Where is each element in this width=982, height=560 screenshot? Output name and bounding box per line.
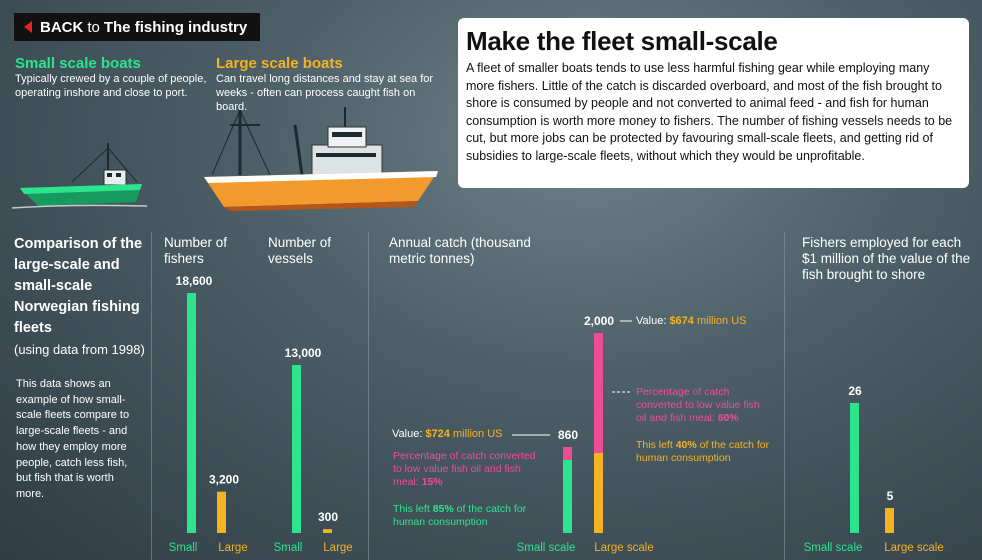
bar-0-large: [217, 491, 226, 533]
back-button[interactable]: BACK to The fishing industry: [14, 13, 260, 41]
info-body: A fleet of smaller boats tends to use le…: [466, 61, 953, 163]
axis-large-0: Large: [218, 542, 247, 554]
value-label-2-0: 26: [848, 384, 862, 398]
divider-1: [151, 232, 152, 560]
header-vessels: Number of vessels: [268, 235, 332, 266]
bar-1-large: [323, 529, 332, 533]
large-yellow-note: This left 40% of the catch for human con…: [636, 439, 770, 464]
comparison-subtitle: (using data from 1998): [14, 342, 145, 357]
catch-bar-small-human: [563, 459, 572, 533]
comparison-heading: Comparison of the large-scale and small-…: [14, 236, 143, 336]
small-boat-title: Small scale boats: [15, 55, 141, 72]
value-label-2-1: 5: [887, 489, 894, 503]
axis-small-0: Small: [169, 542, 198, 554]
catch-value-small: 860: [558, 428, 578, 442]
axis-catch-small: Small scale: [517, 542, 576, 554]
bar-2-small: [850, 403, 859, 533]
bar-1-small: [292, 365, 301, 533]
catch-value-large: 2,000: [584, 314, 614, 328]
divider-3: [784, 232, 785, 560]
value-label-1-1: 300: [318, 510, 338, 524]
back-to: to: [87, 18, 100, 36]
axis-large-1: Large: [323, 542, 352, 554]
large-pink-note: Percentage of catch converted to low val…: [636, 386, 760, 424]
large-boat-info: Large scale boats Can travel long distan…: [216, 55, 446, 114]
header-employed: Fishers employed for each $1 million of …: [802, 235, 971, 282]
value-label-1-0: 13,000: [285, 346, 322, 360]
back-label: BACK: [40, 18, 84, 36]
catch-bar-large-human: [594, 453, 603, 533]
value-label-0-1: 3,200: [209, 473, 239, 487]
small-value-note: Value: $724 million US: [392, 428, 503, 440]
small-boat-info: Small scale boats Typically crewed by a …: [15, 55, 215, 100]
catch-bar-small-fishmeal: [563, 447, 572, 460]
axis-large-2: Large scale: [884, 542, 943, 554]
info-box: Make the fleet small-scale A fleet of sm…: [458, 18, 969, 188]
large-value-note: Value: $674 million US: [636, 315, 747, 327]
small-boat-desc: Typically crewed by a couple of people, …: [15, 73, 207, 99]
bar-2-large: [885, 508, 894, 533]
value-label-0-0: 18,600: [176, 274, 213, 288]
info-title: Make the fleet small-scale: [466, 26, 778, 56]
small-green-note: This left 85% of the catch for human con…: [393, 503, 527, 528]
large-boat-desc: Can travel long distances and stay at se…: [216, 73, 434, 113]
large-boat-title: Large scale boats: [216, 55, 343, 72]
bar-0-small: [187, 293, 196, 533]
catch-bar-large-fishmeal: [594, 333, 603, 453]
small-pink-note: Percentage of catch converted to low val…: [393, 450, 536, 488]
left-triangle-icon: [24, 21, 32, 33]
back-target: The fishing industry: [103, 18, 248, 36]
axis-catch-large: Large scale: [594, 542, 653, 554]
header-catch: Annual catch (thousand metric tonnes): [389, 235, 531, 266]
small-boat-illustration: [12, 143, 147, 209]
header-fishers: Number of fishers: [164, 235, 228, 266]
divider-2: [368, 232, 369, 560]
large-boat-illustration: [204, 107, 438, 211]
comparison-description: This data shows an example of how small-…: [16, 378, 130, 500]
comparison-title: Comparison of the large-scale and small-…: [14, 234, 154, 360]
axis-small-1: Small: [274, 542, 303, 554]
axis-small-2: Small scale: [804, 542, 863, 554]
